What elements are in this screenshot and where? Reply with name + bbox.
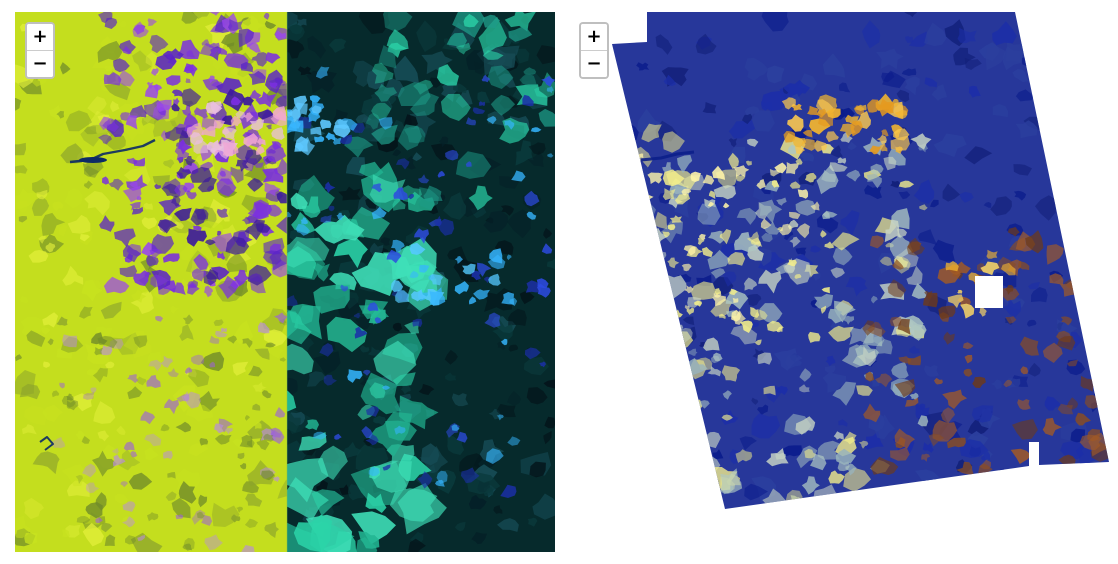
- left-map-viewer[interactable]: + −: [15, 12, 555, 552]
- left-map-layer-yellow-green: [15, 12, 287, 552]
- zoom-out-button[interactable]: −: [581, 50, 607, 77]
- right-map-layer-classified: [612, 12, 1109, 509]
- right-zoom-control: + −: [579, 22, 609, 79]
- zoom-in-button[interactable]: +: [27, 24, 53, 50]
- zoom-in-button[interactable]: +: [581, 24, 607, 50]
- zoom-out-button[interactable]: −: [27, 50, 53, 77]
- right-map-imagery[interactable]: [569, 12, 1109, 552]
- no-data-patch: [975, 276, 1003, 308]
- left-map-layer-dark-teal: [287, 12, 555, 552]
- left-zoom-control: + −: [25, 22, 55, 79]
- right-map-viewer[interactable]: + −: [569, 12, 1109, 552]
- left-map-imagery[interactable]: [15, 12, 555, 552]
